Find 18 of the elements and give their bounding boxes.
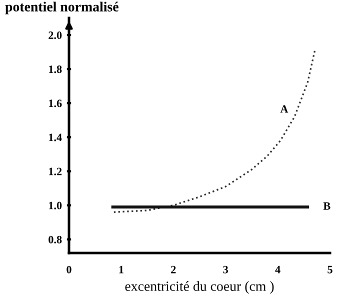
y-tick-label: 1.6 bbox=[49, 100, 62, 108]
x-axis-title: excentricité du coeur (cm ) bbox=[125, 281, 274, 294]
x-tick-label: 4 bbox=[275, 266, 280, 274]
y-tick-label: 2.0 bbox=[48, 31, 62, 40]
x-tick-label: 3 bbox=[223, 266, 228, 274]
y-tick-label: 1.8 bbox=[49, 66, 62, 74]
x-tick-label: 1 bbox=[119, 266, 124, 274]
y-tick-label: 1.2 bbox=[49, 168, 62, 176]
series-label: B bbox=[323, 202, 330, 210]
y-tick-label: 1.0 bbox=[49, 202, 62, 210]
series-label: A bbox=[280, 105, 288, 113]
y-tick-label: 0.8 bbox=[48, 236, 62, 244]
x-tick-label: 2 bbox=[171, 266, 176, 274]
x-tick-label: 0 bbox=[66, 266, 72, 274]
y-axis-title: potentiel normalisé bbox=[5, 2, 118, 14]
x-tick-label: 5 bbox=[328, 266, 332, 274]
line-series bbox=[113, 50, 316, 213]
y-tick-label: 1.4 bbox=[49, 134, 62, 142]
